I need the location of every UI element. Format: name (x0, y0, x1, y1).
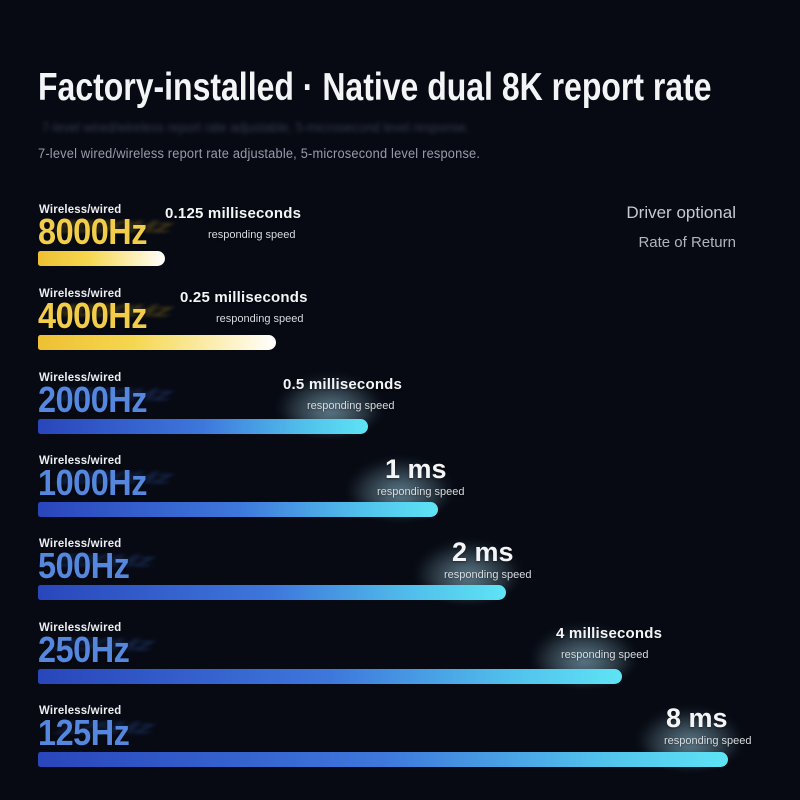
report-rate-value: 4000Hz (38, 295, 147, 336)
report-rate-value: 1000Hz (38, 462, 147, 503)
driver-optional-label: Driver optional (626, 203, 736, 222)
rate-row-8000hz: 8000Hz Wireless/wired 8000Hz 0.125 milli… (0, 196, 800, 280)
report-rate-value: 125Hz (38, 712, 130, 753)
rate-row-4000hz: 4000Hz Wireless/wired 4000Hz 0.25 millis… (0, 280, 800, 364)
connection-type-label: Wireless/wired (39, 286, 122, 300)
rate-of-return-label: Rate of Return (638, 234, 736, 251)
page-title: Factory-installed · Native dual 8K repor… (38, 66, 712, 109)
connection-type-label: Wireless/wired (39, 453, 122, 467)
response-time-block: 0.5 milliseconds responding speed (283, 376, 402, 412)
report-rate-value: 250Hz (38, 629, 130, 670)
subtitle-ghost: 7-level wired/wireless report rate adjus… (42, 120, 470, 135)
connection-type-label: Wireless/wired (39, 370, 122, 384)
driver-note-block: Driver optional Rate of Return (626, 203, 736, 251)
rate-bar-chart: 8000Hz Wireless/wired 8000Hz 0.125 milli… (0, 196, 800, 796)
rate-row-250hz: 250Hz Wireless/wired 250Hz 4 millisecond… (0, 614, 800, 698)
report-rate-value: 8000Hz (38, 211, 147, 252)
rate-row-2000hz: 2000Hz Wireless/wired 2000Hz 0.5 millise… (0, 364, 800, 448)
response-speed-caption: responding speed (377, 486, 465, 498)
response-time-block: 0.25 milliseconds responding speed (180, 289, 308, 325)
response-time-value: 4 milliseconds (556, 625, 663, 642)
response-time-bar (38, 752, 728, 767)
response-time-bar (38, 251, 165, 266)
response-time-value: 1 ms (385, 454, 447, 484)
connection-type-label: Wireless/wired (39, 620, 122, 634)
page-subtitle: 7-level wired/wireless report rate adjus… (38, 146, 481, 161)
rate-row-1000hz: 1000Hz Wireless/wired 1000Hz 1 ms respon… (0, 447, 800, 531)
response-time-block: 8 ms responding speed (664, 703, 753, 747)
response-time-bar (38, 669, 622, 684)
response-speed-caption: responding speed (208, 229, 296, 241)
response-time-bar (38, 502, 438, 517)
response-time-value: 2 ms (452, 537, 514, 567)
response-time-bar (38, 585, 506, 600)
report-rate-value: 2000Hz (38, 379, 147, 420)
response-time-block: 4 milliseconds responding speed (556, 625, 662, 661)
response-speed-caption: responding speed (216, 313, 304, 325)
response-time-value: 0.125 milliseconds (165, 205, 302, 222)
response-time-value: 0.5 milliseconds (283, 376, 403, 393)
connection-type-label: Wireless/wired (39, 202, 122, 216)
response-time-value: 8 ms (666, 703, 728, 733)
response-time-bar (38, 419, 368, 434)
response-time-block: 2 ms responding speed (444, 537, 539, 581)
connection-type-label: Wireless/wired (39, 536, 122, 550)
response-speed-caption: responding speed (444, 569, 532, 581)
response-speed-caption: responding speed (307, 400, 395, 412)
response-time-block: 0.125 milliseconds responding speed (165, 205, 301, 241)
rate-row-500hz: 500Hz Wireless/wired 500Hz 2 ms respondi… (0, 530, 800, 614)
response-speed-caption: responding speed (561, 649, 649, 661)
connection-type-label: Wireless/wired (39, 703, 122, 717)
response-speed-caption: responding speed (664, 735, 752, 747)
response-time-block: 1 ms responding speed (377, 454, 472, 498)
response-time-bar (38, 335, 276, 350)
rate-row-125hz: 125Hz Wireless/wired 125Hz 8 ms respondi… (0, 697, 800, 781)
report-rate-value: 500Hz (38, 545, 130, 586)
response-time-value: 0.25 milliseconds (180, 289, 308, 306)
